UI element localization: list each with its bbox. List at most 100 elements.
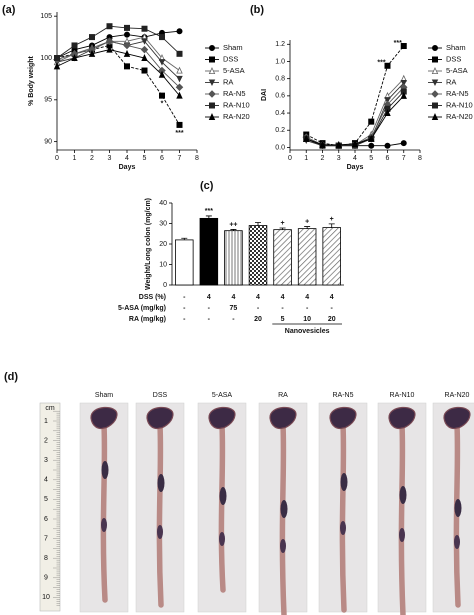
sample-label: RA: [278, 392, 288, 399]
marker: [368, 142, 375, 149]
table-cell: -: [183, 316, 186, 323]
marker: [140, 45, 149, 54]
marker: [89, 34, 96, 41]
y-tick-label: 30: [159, 220, 167, 227]
colon-cecum: [388, 406, 416, 430]
bar: [175, 239, 194, 286]
colon-content: [157, 525, 163, 539]
table-cell: 4: [231, 294, 235, 301]
y-tick-label: 0.0: [275, 144, 285, 151]
marker: [384, 62, 391, 69]
legend-label: RA-N10: [446, 100, 473, 109]
ruler: [39, 402, 61, 612]
legend-label: Sham: [223, 43, 243, 52]
x-tick-label: 5: [143, 155, 147, 162]
table-cell: 4: [330, 294, 334, 301]
table-cell: 10: [303, 316, 311, 323]
table-cell: -: [208, 316, 211, 323]
y-tick-label: 90: [44, 138, 52, 145]
legend-marker: [431, 113, 439, 120]
bar: [297, 228, 317, 286]
marker: [71, 42, 78, 49]
sample-label: RA-N20: [445, 392, 470, 399]
y-tick-label: 20: [159, 241, 167, 248]
x-tick-label: 3: [108, 155, 112, 162]
x-tick-label: 7: [402, 155, 406, 162]
colon-content: [157, 474, 165, 492]
significance-label: +: [330, 216, 334, 223]
table-cell: 4: [281, 294, 285, 301]
marker: [88, 49, 96, 57]
bar: [224, 230, 243, 286]
colon-tissue: [279, 422, 287, 615]
table-row-label: DSS (%): [139, 294, 166, 301]
marker: [124, 31, 131, 38]
legend-marker: [431, 102, 438, 109]
significance-label: ++: [229, 221, 237, 228]
legend-label: DSS: [223, 54, 238, 63]
legend-label: RA-N10: [223, 100, 250, 109]
y-tick-label: 10: [159, 261, 167, 268]
marker: [176, 91, 183, 99]
table-cell: -: [183, 305, 186, 312]
colon-tissue: [339, 422, 347, 613]
marker: [158, 34, 165, 41]
legend-marker: [208, 102, 215, 109]
ruler-label: 6: [44, 516, 48, 523]
ruler-label: 10: [42, 594, 50, 601]
table-cell: -: [281, 305, 284, 312]
marker: [106, 23, 113, 30]
significance-label: +: [305, 218, 309, 225]
marker: [400, 79, 407, 87]
y-axis-label: Weight/Long colon (mg/cm): [145, 198, 152, 290]
bar: [273, 229, 292, 286]
x-tick-label: 0: [288, 155, 292, 162]
y-tick-label: 1.2: [275, 41, 285, 48]
marker: [106, 45, 113, 53]
significance-label: ***: [205, 208, 213, 215]
x-tick-label: 7: [178, 155, 182, 162]
y-tick-label: 0.2: [275, 127, 285, 134]
y-tick-label: 0: [163, 282, 167, 289]
colon-cecum: [146, 406, 174, 430]
x-axis-label: Days: [119, 164, 136, 171]
error-bar: [328, 223, 335, 228]
table-cell: 4: [207, 294, 211, 301]
error-bar: [304, 226, 311, 229]
colon-content: [454, 499, 462, 517]
marker: [158, 70, 166, 78]
marker: [400, 43, 407, 50]
legend-label: RA-N20: [446, 112, 473, 121]
error-bar: [181, 237, 188, 240]
ruler-label: 9: [44, 575, 48, 582]
ruler-label: 4: [44, 477, 48, 484]
table-cell: 75: [230, 305, 238, 312]
table-cell: 20: [254, 316, 262, 323]
legend-label: 5-ASA: [223, 66, 245, 75]
legend-marker: [208, 113, 216, 120]
ruler-unit: cm: [45, 405, 55, 412]
marker: [175, 83, 184, 92]
marker: [384, 142, 391, 149]
ruler-label: 3: [44, 457, 48, 464]
bar: [322, 227, 341, 286]
colon-content: [101, 518, 107, 532]
series-line: [56, 49, 180, 96]
legend-marker: [208, 90, 216, 98]
table-cell: -: [232, 316, 235, 323]
marker: [54, 55, 61, 62]
significance-label: ***: [394, 40, 402, 47]
x-tick-label: 0: [55, 155, 59, 162]
y-axis-label: DAI: [261, 89, 268, 101]
ruler-label: 2: [44, 437, 48, 444]
error-bar: [279, 227, 286, 230]
marker: [400, 140, 407, 147]
marker: [176, 50, 183, 57]
table-row-label: RA (mg/kg): [129, 316, 166, 323]
x-tick-label: 4: [125, 155, 129, 162]
x-tick-label: 2: [321, 155, 325, 162]
error-bar: [230, 229, 237, 231]
y-tick-label: 0.6: [275, 93, 285, 100]
marker: [141, 38, 148, 45]
table-cell: -: [257, 305, 260, 312]
